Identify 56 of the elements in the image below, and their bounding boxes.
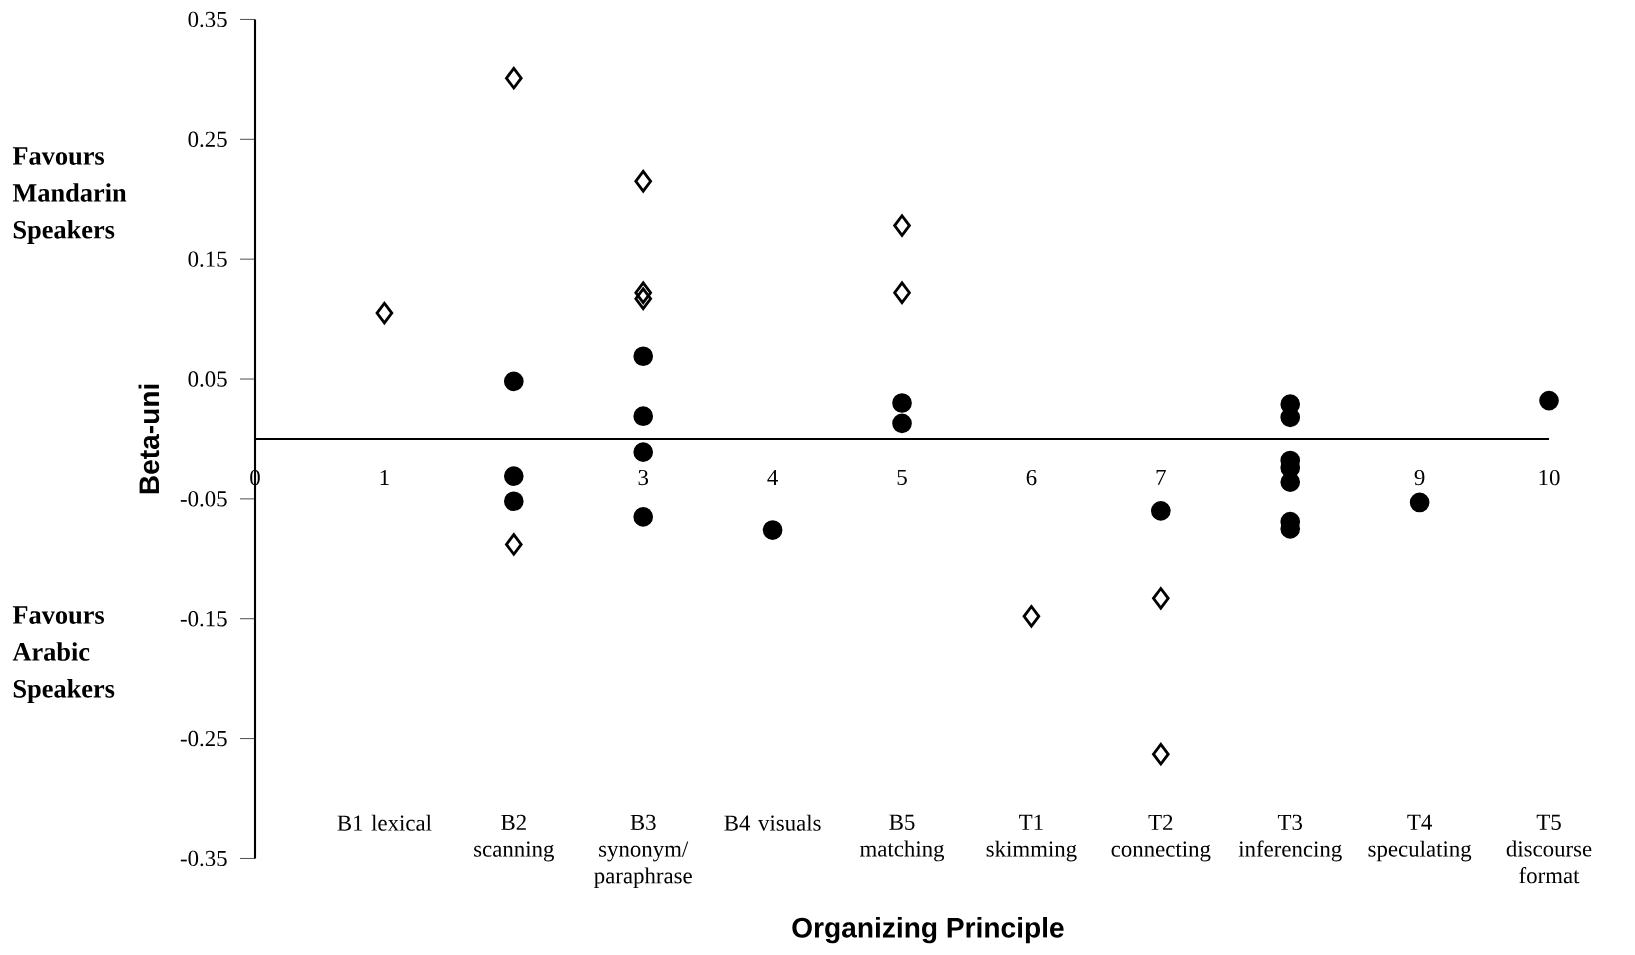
annotation: T5 discourse format	[1506, 814, 1592, 884]
annotation: T2 connecting	[1111, 814, 1211, 862]
y-tick-label: -0.15	[180, 610, 227, 627]
annotation: B4 visuals	[724, 814, 821, 831]
x-tick-label: 5	[897, 469, 907, 486]
point	[505, 533, 523, 556]
point	[1152, 742, 1170, 766]
x-tick-label: 4	[767, 469, 778, 485]
annotation: B2 scanning	[474, 814, 554, 862]
annotation: B3 synonym/ paraphrase	[594, 814, 692, 889]
x-tick-label: 6	[1026, 469, 1037, 486]
point	[762, 520, 783, 540]
point	[1280, 472, 1301, 492]
x-tick-label: 7	[1156, 469, 1166, 485]
point	[633, 346, 654, 367]
point	[505, 66, 523, 90]
annotation: T3 inferencing	[1238, 814, 1342, 862]
y-tick-label: 0.15	[188, 251, 227, 267]
point	[633, 506, 654, 527]
point	[503, 371, 524, 392]
point	[633, 406, 654, 426]
point	[1152, 587, 1170, 610]
y-tick-label: -0.05	[180, 491, 227, 507]
point	[503, 491, 524, 512]
annotation: T1 skimming	[986, 814, 1077, 862]
point	[892, 393, 912, 413]
point	[634, 169, 652, 193]
point	[1280, 407, 1301, 428]
point	[634, 281, 652, 304]
y-tick-label: 0.25	[188, 131, 227, 148]
x-tick-label: 10	[1539, 469, 1560, 486]
point	[633, 442, 654, 462]
y-tick-label: 0.05	[188, 371, 227, 387]
point	[503, 466, 524, 486]
point	[893, 281, 911, 304]
text: Favours Mandarin Speakers	[12, 147, 127, 244]
point	[375, 301, 394, 325]
x-tick-label: 9	[1414, 469, 1425, 486]
x-tick-label: 3	[638, 469, 649, 486]
x-tick-label: 1	[380, 469, 389, 485]
annotation: T4 speculating	[1368, 814, 1472, 862]
y-tick-label: -0.35	[180, 850, 227, 867]
annotation: B1 lexical	[337, 814, 432, 831]
point	[1409, 492, 1430, 513]
x-axis-title: Organizing Principle	[792, 916, 1064, 944]
y-tick-label: 0.35	[188, 11, 227, 28]
point	[892, 413, 912, 434]
y-tick-label: -0.25	[180, 730, 227, 747]
text: Favours Arabic Speakers	[12, 606, 115, 704]
point	[1022, 605, 1041, 628]
y-axis-title: Beta-uni	[138, 384, 160, 494]
point	[634, 287, 652, 310]
annotation: B5 matching	[860, 814, 945, 862]
point	[1150, 501, 1171, 521]
point	[1539, 390, 1559, 411]
point	[893, 214, 911, 237]
